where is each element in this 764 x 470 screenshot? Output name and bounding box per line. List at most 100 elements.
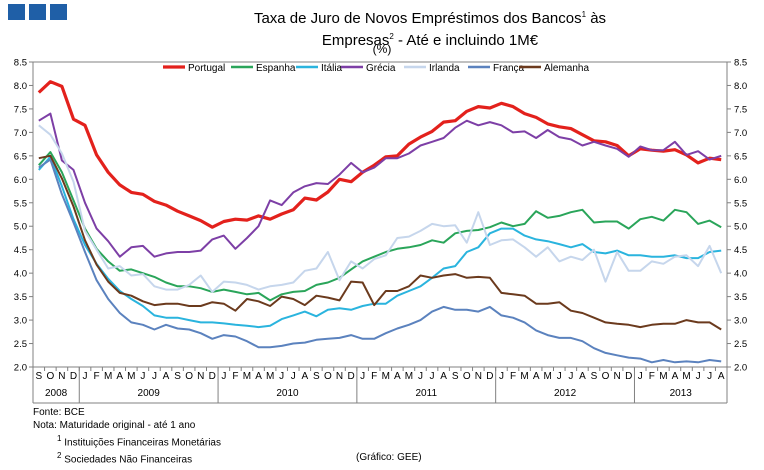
y-tick-label-left: 6.5 bbox=[14, 151, 27, 162]
y-tick-label-left: 3.0 bbox=[14, 316, 27, 327]
month-label: J bbox=[430, 371, 435, 382]
month-label: D bbox=[625, 371, 632, 382]
y-tick-label-right: 6.0 bbox=[734, 175, 747, 186]
month-label: F bbox=[510, 371, 516, 382]
month-label: J bbox=[152, 371, 157, 382]
month-label: J bbox=[557, 371, 562, 382]
month-label: D bbox=[486, 371, 493, 382]
month-label: S bbox=[591, 371, 598, 382]
y-tick-label-right: 4.5 bbox=[734, 245, 747, 256]
month-label: O bbox=[46, 371, 54, 382]
month-label: M bbox=[405, 371, 413, 382]
month-label: S bbox=[174, 371, 181, 382]
series-line-itália bbox=[38, 155, 722, 329]
legend-label-frança: França bbox=[493, 63, 525, 74]
legend-label-portugal: Portugal bbox=[188, 63, 225, 74]
month-label: S bbox=[35, 371, 42, 382]
month-label: A bbox=[718, 371, 725, 382]
month-label: A bbox=[255, 371, 262, 382]
month-label: A bbox=[394, 371, 401, 382]
month-label: A bbox=[116, 371, 123, 382]
month-label: F bbox=[94, 371, 100, 382]
month-label: A bbox=[579, 371, 586, 382]
month-label: M bbox=[104, 371, 112, 382]
legend-label-grécia: Grécia bbox=[366, 63, 396, 74]
month-label: A bbox=[672, 371, 679, 382]
y-tick-label-right: 7.0 bbox=[734, 128, 747, 139]
source-note: Fonte: BCE bbox=[33, 407, 85, 418]
chart-credit: (Gráfico: GEE) bbox=[356, 452, 422, 463]
logo-block bbox=[8, 4, 25, 20]
month-label: A bbox=[440, 371, 447, 382]
footnote-2: 2 Sociedades Não Financeiras bbox=[57, 451, 193, 466]
year-label: 2012 bbox=[554, 388, 577, 399]
y-tick-label-right: 7.5 bbox=[734, 104, 747, 115]
month-label: J bbox=[140, 371, 145, 382]
month-label: A bbox=[533, 371, 540, 382]
logo-block bbox=[50, 4, 67, 20]
gee-logo bbox=[8, 4, 67, 20]
month-label: J bbox=[638, 371, 643, 382]
plot-area bbox=[32, 61, 728, 368]
month-label: N bbox=[197, 371, 204, 382]
month-label: M bbox=[127, 371, 135, 382]
month-label: S bbox=[452, 371, 459, 382]
y-tick-label-right: 2.0 bbox=[734, 363, 747, 374]
month-label: O bbox=[324, 371, 332, 382]
month-label: M bbox=[520, 371, 528, 382]
legend-label-irlanda: Irlanda bbox=[429, 63, 460, 74]
y-tick-label-right: 3.5 bbox=[734, 292, 747, 303]
legend-label-alemanha: Alemanha bbox=[544, 63, 589, 74]
y-tick-label-right: 8.5 bbox=[734, 58, 747, 69]
year-label: 2008 bbox=[45, 388, 68, 399]
series-line-alemanha bbox=[38, 154, 722, 331]
y-tick-label-left: 7.0 bbox=[14, 128, 27, 139]
month-label: M bbox=[682, 371, 690, 382]
month-label: J bbox=[83, 371, 88, 382]
month-label: F bbox=[371, 371, 377, 382]
y-tick-label-left: 2.0 bbox=[14, 363, 27, 374]
unit-label: (%) bbox=[372, 42, 392, 56]
month-label: J bbox=[291, 371, 296, 382]
month-label: O bbox=[602, 371, 610, 382]
month-label: N bbox=[475, 371, 482, 382]
month-label: N bbox=[58, 371, 65, 382]
chart-notes: Fonte: BCE Nota: Maturidade original - a… bbox=[33, 406, 221, 467]
month-label: F bbox=[232, 371, 238, 382]
y-tick-label-left: 4.0 bbox=[14, 269, 27, 280]
month-label: M bbox=[659, 371, 667, 382]
month-label: O bbox=[463, 371, 471, 382]
footnote-1: 1 Instituições Financeiras Monetárias bbox=[57, 434, 221, 449]
y-tick-label-right: 5.5 bbox=[734, 198, 747, 209]
month-label: J bbox=[568, 371, 573, 382]
legend-label-espanha: Espanha bbox=[256, 63, 296, 74]
month-label: D bbox=[70, 371, 77, 382]
year-label: 2013 bbox=[670, 388, 693, 399]
series-line-irlanda bbox=[38, 124, 723, 293]
y-tick-label-left: 5.0 bbox=[14, 222, 27, 233]
month-label: J bbox=[360, 371, 365, 382]
year-label: 2010 bbox=[276, 388, 299, 399]
chart-title: Taxa de Juro de Novos Empréstimos dos Ba… bbox=[253, 10, 607, 49]
footnote-ref-1: 1 bbox=[581, 10, 587, 19]
month-label: D bbox=[209, 371, 216, 382]
series-line-espanha bbox=[38, 151, 722, 302]
series-line-frança bbox=[38, 158, 722, 364]
legend-label-itália: Itália bbox=[321, 63, 343, 74]
month-label: J bbox=[707, 371, 712, 382]
year-label: 2009 bbox=[138, 388, 161, 399]
year-label: 2011 bbox=[416, 388, 438, 399]
y-tick-label-left: 8.5 bbox=[14, 58, 27, 69]
y-tick-label-left: 2.5 bbox=[14, 339, 27, 350]
y-tick-label-left: 4.5 bbox=[14, 245, 27, 256]
month-label: J bbox=[418, 371, 423, 382]
y-tick-label-left: 7.5 bbox=[14, 104, 27, 115]
y-tick-label-left: 3.5 bbox=[14, 292, 27, 303]
month-label: M bbox=[266, 371, 274, 382]
y-tick-label-right: 5.0 bbox=[734, 222, 747, 233]
month-label: M bbox=[382, 371, 390, 382]
series-line-grécia bbox=[38, 112, 722, 258]
month-label: A bbox=[301, 371, 308, 382]
month-label: F bbox=[649, 371, 655, 382]
